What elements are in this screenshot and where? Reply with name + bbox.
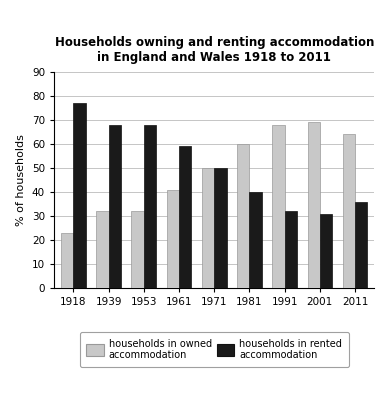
Bar	[167, 190, 179, 288]
Bar	[144, 125, 156, 288]
Bar	[237, 144, 249, 288]
Bar	[202, 168, 214, 288]
Bar	[73, 103, 86, 288]
Bar	[308, 122, 320, 288]
Bar	[214, 168, 227, 288]
Bar	[249, 192, 262, 288]
Bar	[355, 202, 367, 288]
Bar	[284, 211, 297, 288]
Y-axis label: % of households: % of households	[16, 134, 26, 226]
Bar	[61, 233, 73, 288]
Title: Households owning and renting accommodation
in England and Wales 1918 to 2011: Households owning and renting accommodat…	[54, 36, 374, 64]
Bar	[96, 211, 108, 288]
Legend: households in owned
accommodation, households in rented
accommodation: households in owned accommodation, house…	[80, 332, 349, 367]
Bar	[343, 134, 355, 288]
Bar	[272, 125, 284, 288]
Bar	[132, 211, 144, 288]
Bar	[179, 146, 191, 288]
Bar	[108, 125, 121, 288]
Bar	[320, 214, 332, 288]
